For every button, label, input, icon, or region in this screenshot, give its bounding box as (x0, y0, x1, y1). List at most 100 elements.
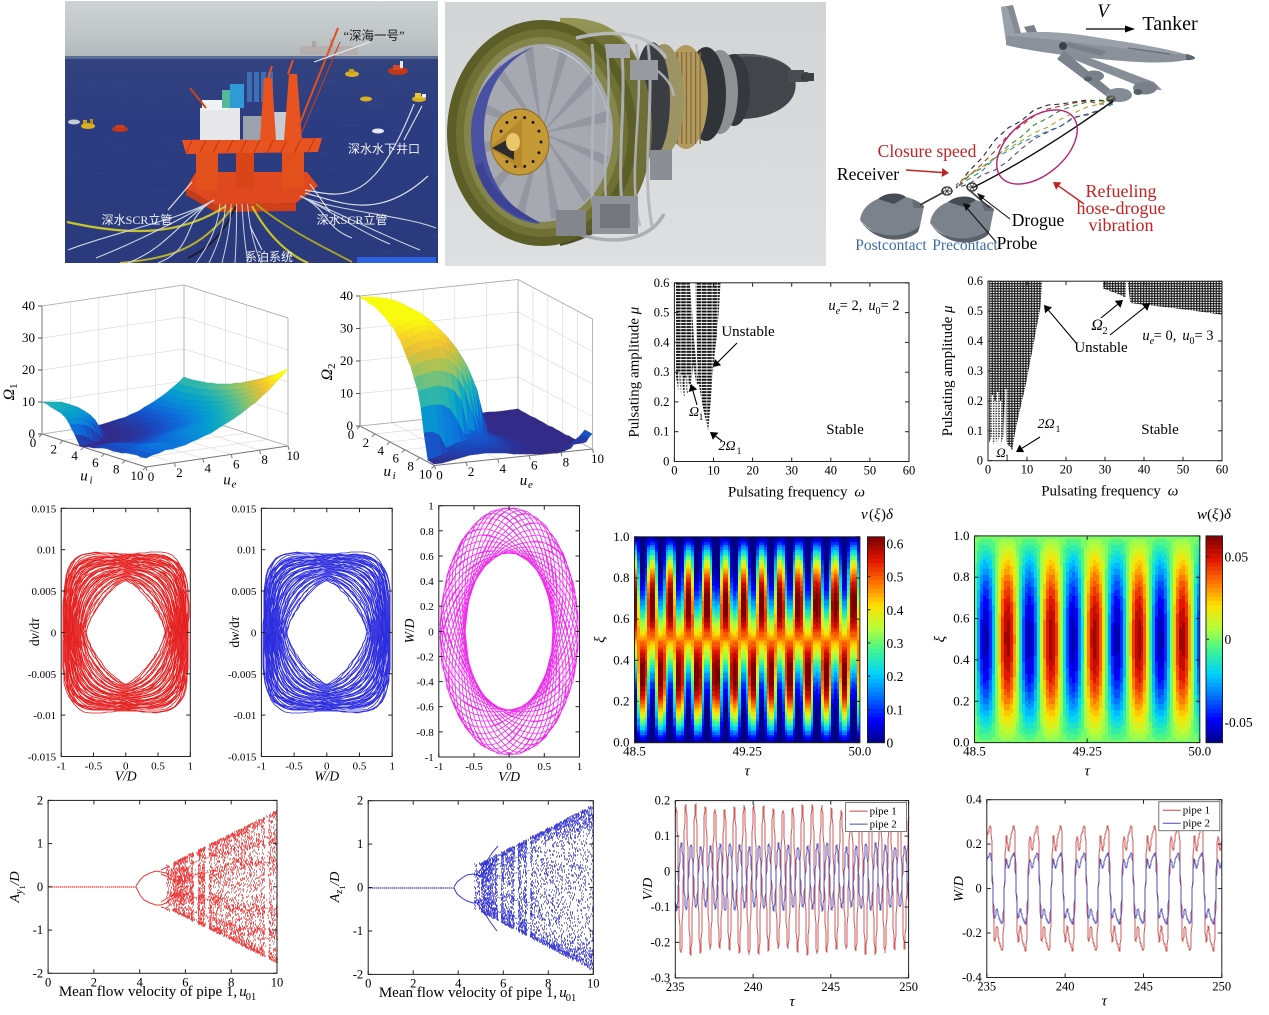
svg-text:-0.015: -0.015 (28, 752, 57, 764)
svg-text:30: 30 (340, 321, 353, 336)
svg-text:0.4: 0.4 (966, 793, 982, 807)
svg-text:235: 235 (977, 980, 996, 994)
svg-text:e: e (836, 306, 841, 317)
svg-text:10: 10 (591, 451, 604, 466)
svg-text:10: 10 (707, 464, 720, 478)
svg-text:4: 4 (378, 443, 385, 458)
svg-text:i: i (393, 470, 396, 482)
svg-text:Ω2: Ω2 (319, 363, 338, 380)
svg-text:Postcontact: Postcontact (855, 237, 927, 254)
svg-text:49.25: 49.25 (1073, 744, 1102, 759)
svg-text:1: 1 (389, 761, 395, 773)
svg-text:0.05: 0.05 (1225, 550, 1249, 565)
svg-text:0.1: 0.1 (967, 424, 983, 438)
svg-text:-0.6: -0.6 (416, 702, 434, 714)
svg-text:-0.8: -0.8 (416, 727, 434, 739)
svg-text:0.6: 0.6 (420, 551, 434, 563)
svg-text:-0.015: -0.015 (228, 752, 257, 764)
svg-text:v: v (861, 507, 868, 523)
svg-text:0.5: 0.5 (967, 304, 983, 318)
svg-text:0.4: 0.4 (967, 334, 983, 348)
svg-text:ξ: ξ (933, 635, 949, 642)
svg-text:0.5: 0.5 (887, 570, 904, 585)
svg-text:τ: τ (1085, 764, 1091, 780)
svg-text:0.0: 0.0 (613, 735, 629, 750)
svg-text:0.3: 0.3 (887, 636, 904, 651)
svg-text:u: u (223, 473, 231, 489)
svg-text:1.0: 1.0 (953, 528, 969, 543)
svg-text:hose-drogue: hose-drogue (1077, 198, 1166, 218)
svg-text:10: 10 (340, 386, 353, 401)
svg-text:2: 2 (51, 442, 58, 457)
svg-text:2: 2 (37, 793, 43, 807)
svg-text:Stable: Stable (826, 422, 864, 438)
svg-text:dv/dτ: dv/dτ (27, 617, 42, 646)
svg-text:250: 250 (1212, 980, 1231, 994)
svg-text:6: 6 (233, 456, 240, 471)
svg-text:Stable: Stable (1141, 422, 1179, 438)
svg-text:pipe 2: pipe 2 (1183, 818, 1210, 830)
svg-text:0.2: 0.2 (887, 669, 904, 684)
svg-text:Az1/D: Az1/D (328, 872, 347, 904)
svg-text:深水SCR立管: 深水SCR立管 (102, 212, 173, 227)
svg-text:240: 240 (1056, 980, 1075, 994)
svg-text:1.0: 1.0 (613, 529, 629, 544)
svg-text:V/D: V/D (115, 769, 137, 784)
svg-text:0.2: 0.2 (613, 693, 629, 708)
svg-text:0.5: 0.5 (353, 761, 367, 773)
svg-text:0: 0 (30, 435, 37, 450)
svg-text:0.6: 0.6 (613, 611, 630, 626)
svg-text:0.5: 0.5 (151, 761, 165, 773)
svg-text:0: 0 (976, 882, 982, 896)
svg-text:Unstable: Unstable (1074, 340, 1128, 356)
svg-text:= 2,: = 2, (840, 298, 863, 314)
svg-text:48.5: 48.5 (963, 744, 986, 759)
svg-text:= 2: = 2 (880, 298, 899, 314)
svg-text:系泊系统: 系泊系统 (245, 250, 293, 264)
svg-text:e: e (528, 479, 533, 491)
svg-text:0: 0 (148, 469, 155, 484)
svg-text:20: 20 (746, 464, 759, 478)
svg-text:2: 2 (357, 794, 363, 808)
svg-text:V/D: V/D (641, 878, 656, 901)
svg-text:-0.005: -0.005 (228, 669, 257, 681)
svg-text:50: 50 (1177, 463, 1190, 477)
svg-text:u: u (383, 464, 391, 480)
svg-text:-0.5: -0.5 (285, 761, 303, 773)
svg-text:8: 8 (228, 975, 234, 989)
svg-text:0: 0 (977, 454, 983, 468)
svg-text:Pulsating amplitude μ: Pulsating amplitude μ (626, 306, 642, 437)
svg-text:2: 2 (176, 465, 183, 480)
svg-text:-0.01: -0.01 (33, 710, 56, 722)
svg-text:0.2: 0.2 (953, 693, 969, 708)
svg-text:60: 60 (1216, 463, 1229, 477)
svg-text:0: 0 (506, 761, 512, 773)
svg-text:深水水下井口: 深水水下井口 (348, 142, 420, 156)
svg-text:250: 250 (899, 980, 918, 994)
svg-text:τ: τ (789, 994, 795, 1010)
svg-text:δ: δ (1224, 507, 1232, 523)
svg-text:0: 0 (876, 306, 881, 317)
svg-text:W/D: W/D (314, 769, 339, 784)
svg-text:Unstable: Unstable (721, 324, 775, 340)
svg-text:-0.005: -0.005 (28, 669, 57, 681)
svg-text:4: 4 (205, 461, 212, 476)
svg-text:0.8: 0.8 (613, 570, 629, 585)
svg-text:pipe 1: pipe 1 (1183, 805, 1210, 817)
svg-text:-0.3: -0.3 (651, 971, 671, 985)
svg-text:0: 0 (348, 427, 355, 442)
svg-text:0: 0 (664, 865, 670, 879)
svg-text:10: 10 (1021, 463, 1034, 477)
svg-text:-1: -1 (257, 761, 266, 773)
svg-text:Probe: Probe (997, 233, 1038, 253)
svg-text:ξ: ξ (874, 507, 881, 523)
svg-text:pipe 2: pipe 2 (870, 819, 897, 831)
svg-text:0.015: 0.015 (232, 503, 257, 515)
svg-text:-0.4: -0.4 (416, 677, 434, 689)
svg-text:u: u (239, 984, 247, 1000)
svg-text:20: 20 (340, 353, 353, 368)
svg-text:40: 40 (825, 464, 838, 478)
svg-text:-0.4: -0.4 (962, 971, 983, 985)
svg-text:-2: -2 (33, 966, 43, 980)
svg-text:0.8: 0.8 (420, 526, 434, 538)
